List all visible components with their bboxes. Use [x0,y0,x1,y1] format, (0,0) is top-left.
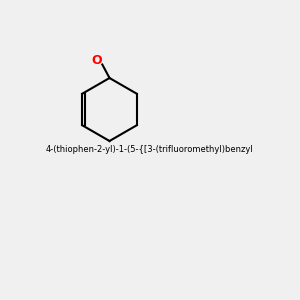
Text: 4-(thiophen-2-yl)-1-(5-{[3-(trifluoromethyl)benzyl: 4-(thiophen-2-yl)-1-(5-{[3-(trifluoromet… [46,146,254,154]
Text: O: O [92,53,102,67]
